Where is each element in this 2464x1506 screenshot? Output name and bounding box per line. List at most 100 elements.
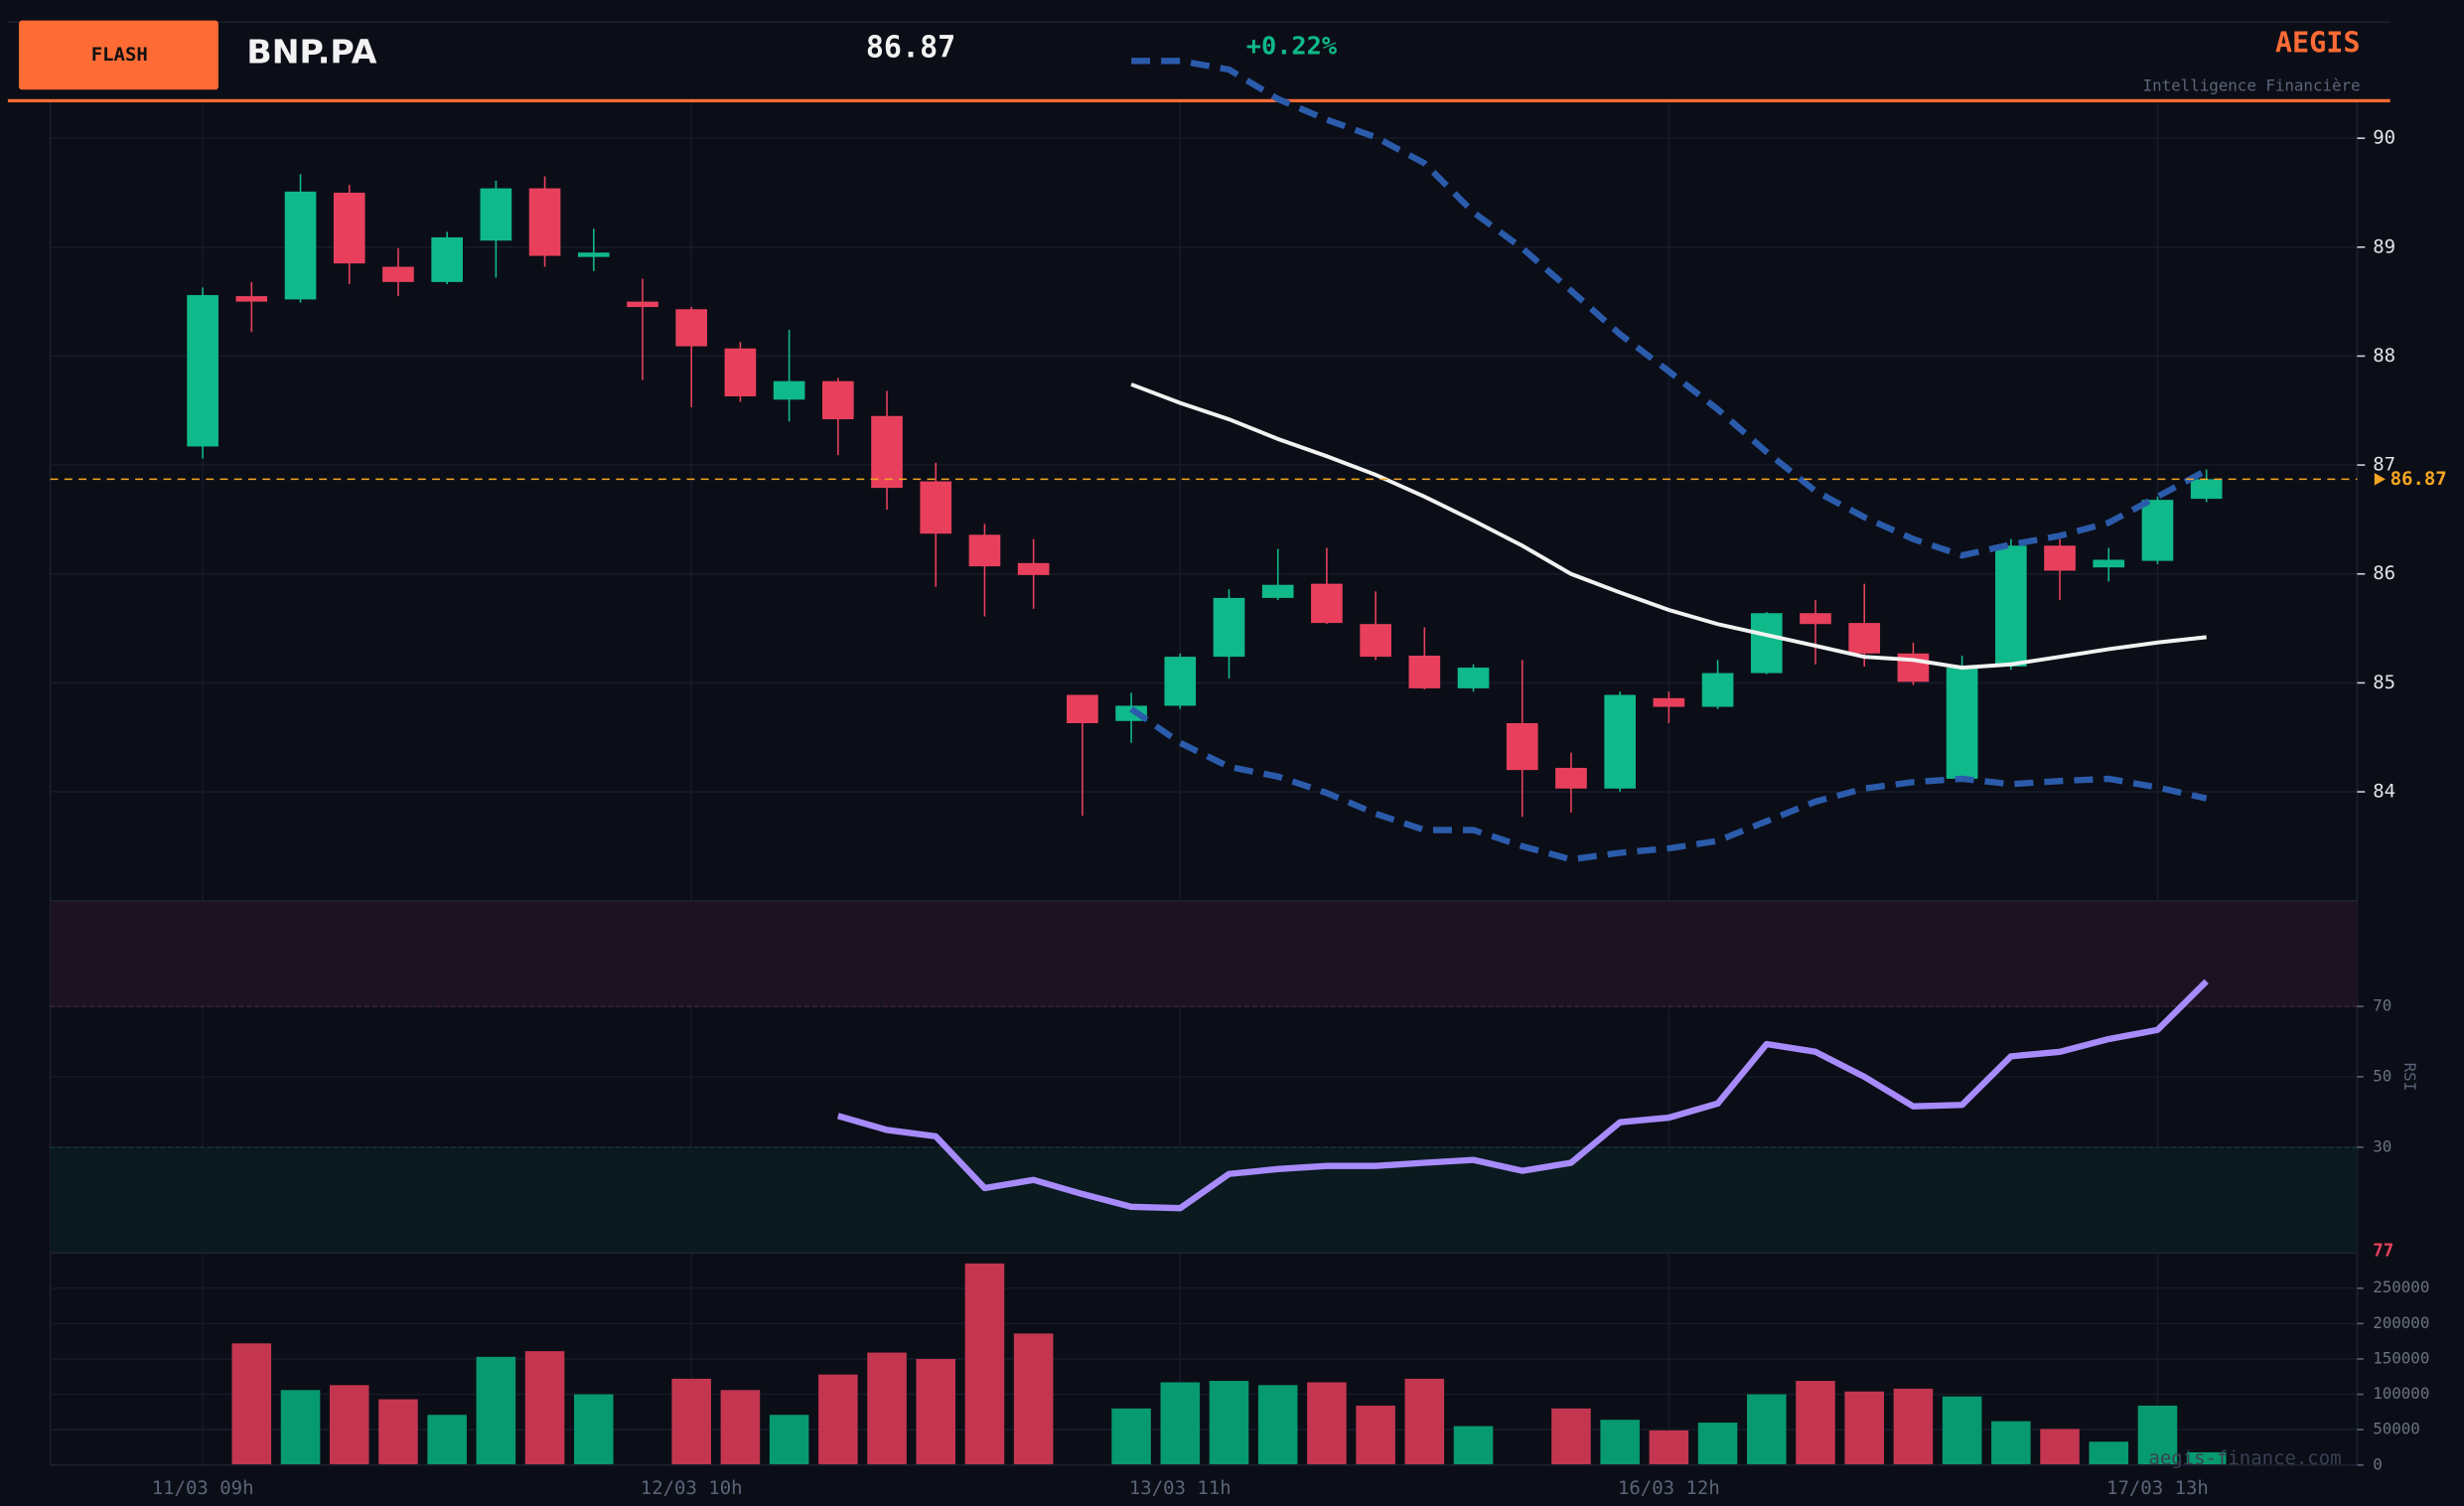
badge [18,20,218,90]
candle-body [2093,559,2125,568]
candle-body [1946,668,1978,779]
axis-label: RSI [2400,1063,2419,1092]
y-tick-label: 88 [2373,345,2395,367]
volume-bar [427,1415,467,1465]
volume-bar [1991,1421,2031,1465]
candle-body [1360,624,1391,658]
y-tick-label: 150000 [2373,1348,2429,1367]
volume-bar [964,1263,1005,1465]
candle-body [773,380,805,400]
volume-bar [1209,1381,1249,1465]
candle-body [920,481,952,534]
volume-bar [1013,1333,1054,1465]
candle-body [284,191,317,300]
x-tick-label: 16/03 12h [1618,1477,1720,1499]
volume-bar [1747,1394,1787,1465]
volume-bar [671,1378,711,1465]
volume-bar [720,1390,761,1465]
candle-body [235,296,268,302]
rsi-line [836,979,2209,1212]
candle-body [577,252,610,257]
volume-bar [378,1399,418,1465]
band-upper [1131,58,2209,559]
candle-body [382,266,414,282]
y-tick-label: 100000 [2373,1384,2429,1403]
candle-body [724,348,757,397]
volume-bar [1551,1408,1591,1465]
candle-body [1555,767,1587,789]
y-tick-label: 70 [2373,996,2392,1015]
candle-body [1506,722,1538,771]
symbol: BNP.PA [246,32,376,71]
candle-body [968,534,1001,567]
volume-bar [2040,1429,2080,1465]
band-middle [1130,382,2207,671]
volume-bar [280,1390,321,1465]
tagline: Intelligence Financière [2143,76,2361,95]
candle-body [1408,656,1441,688]
candle-body [2190,479,2223,500]
candle-body [480,188,512,241]
band-lower [1129,706,2208,863]
volume-bar [574,1394,614,1465]
y-tick-label: 0 [2373,1454,2383,1473]
candle-body [822,380,854,420]
volume-bar [1111,1408,1151,1465]
candle-body [675,309,708,347]
volume-bar [1257,1385,1298,1465]
badge-text: FLASH [91,44,148,66]
y-tick-label: 50000 [2373,1420,2420,1438]
overbought-zone [50,900,2358,1007]
candle-body [1213,597,1245,658]
y-tick-label: 87 [2373,454,2395,476]
candle-body [431,236,463,282]
volume-bar [1404,1378,1445,1465]
price: 86.87 [866,31,955,66]
volume-bar [1697,1423,1738,1465]
volume-bar [2089,1441,2129,1465]
volume-bar [1356,1405,1395,1465]
value-label: 77 [2373,1242,2393,1262]
y-tick-label: 50 [2373,1066,2392,1085]
candle-body [871,415,903,489]
brand: AEGIS [2275,26,2361,59]
volume-bar [231,1343,272,1465]
candle-body [1164,657,1197,706]
volume-bar [867,1352,907,1465]
candle-body [1311,583,1343,624]
volume-bar [769,1415,809,1465]
candle-body [1017,562,1050,575]
volume-bar [1893,1388,1934,1465]
volume-bar [1844,1391,1884,1465]
x-tick-label: 12/03 10h [641,1477,743,1499]
volume-bar [2186,1451,2227,1465]
y-tick-label: 250000 [2373,1278,2429,1296]
volume-bar [1600,1420,1640,1465]
volume-bar [818,1374,858,1465]
y-tick-label: 90 [2373,127,2395,149]
last-price-arrow [2374,473,2386,486]
volume-bar [1307,1382,1347,1465]
candle-body [1701,673,1734,707]
candle-body [1457,668,1490,688]
candle-body [2044,545,2076,571]
volume-bar [476,1356,516,1465]
candle-body [528,188,561,256]
candle-body [1653,697,1685,707]
watermark: aegis-finance.com [2148,1447,2341,1469]
y-tick-label: 86 [2373,562,2395,584]
candle-body [1067,694,1098,723]
plot-layer: 11/03 09h 12/03 10h 13/03 11h 16/03 12h 17/0… [50,58,2447,1499]
y-tick-label: 200000 [2373,1313,2429,1332]
x-tick-label: 17/03 13h [2106,1477,2209,1499]
candle-body [1604,694,1636,789]
candle-body [1848,623,1881,654]
volume-bar [1649,1430,1689,1465]
candle-body [2141,500,2174,561]
volume-bar [916,1358,956,1465]
y-tick-label: 85 [2373,672,2395,693]
candle-body [187,295,218,447]
